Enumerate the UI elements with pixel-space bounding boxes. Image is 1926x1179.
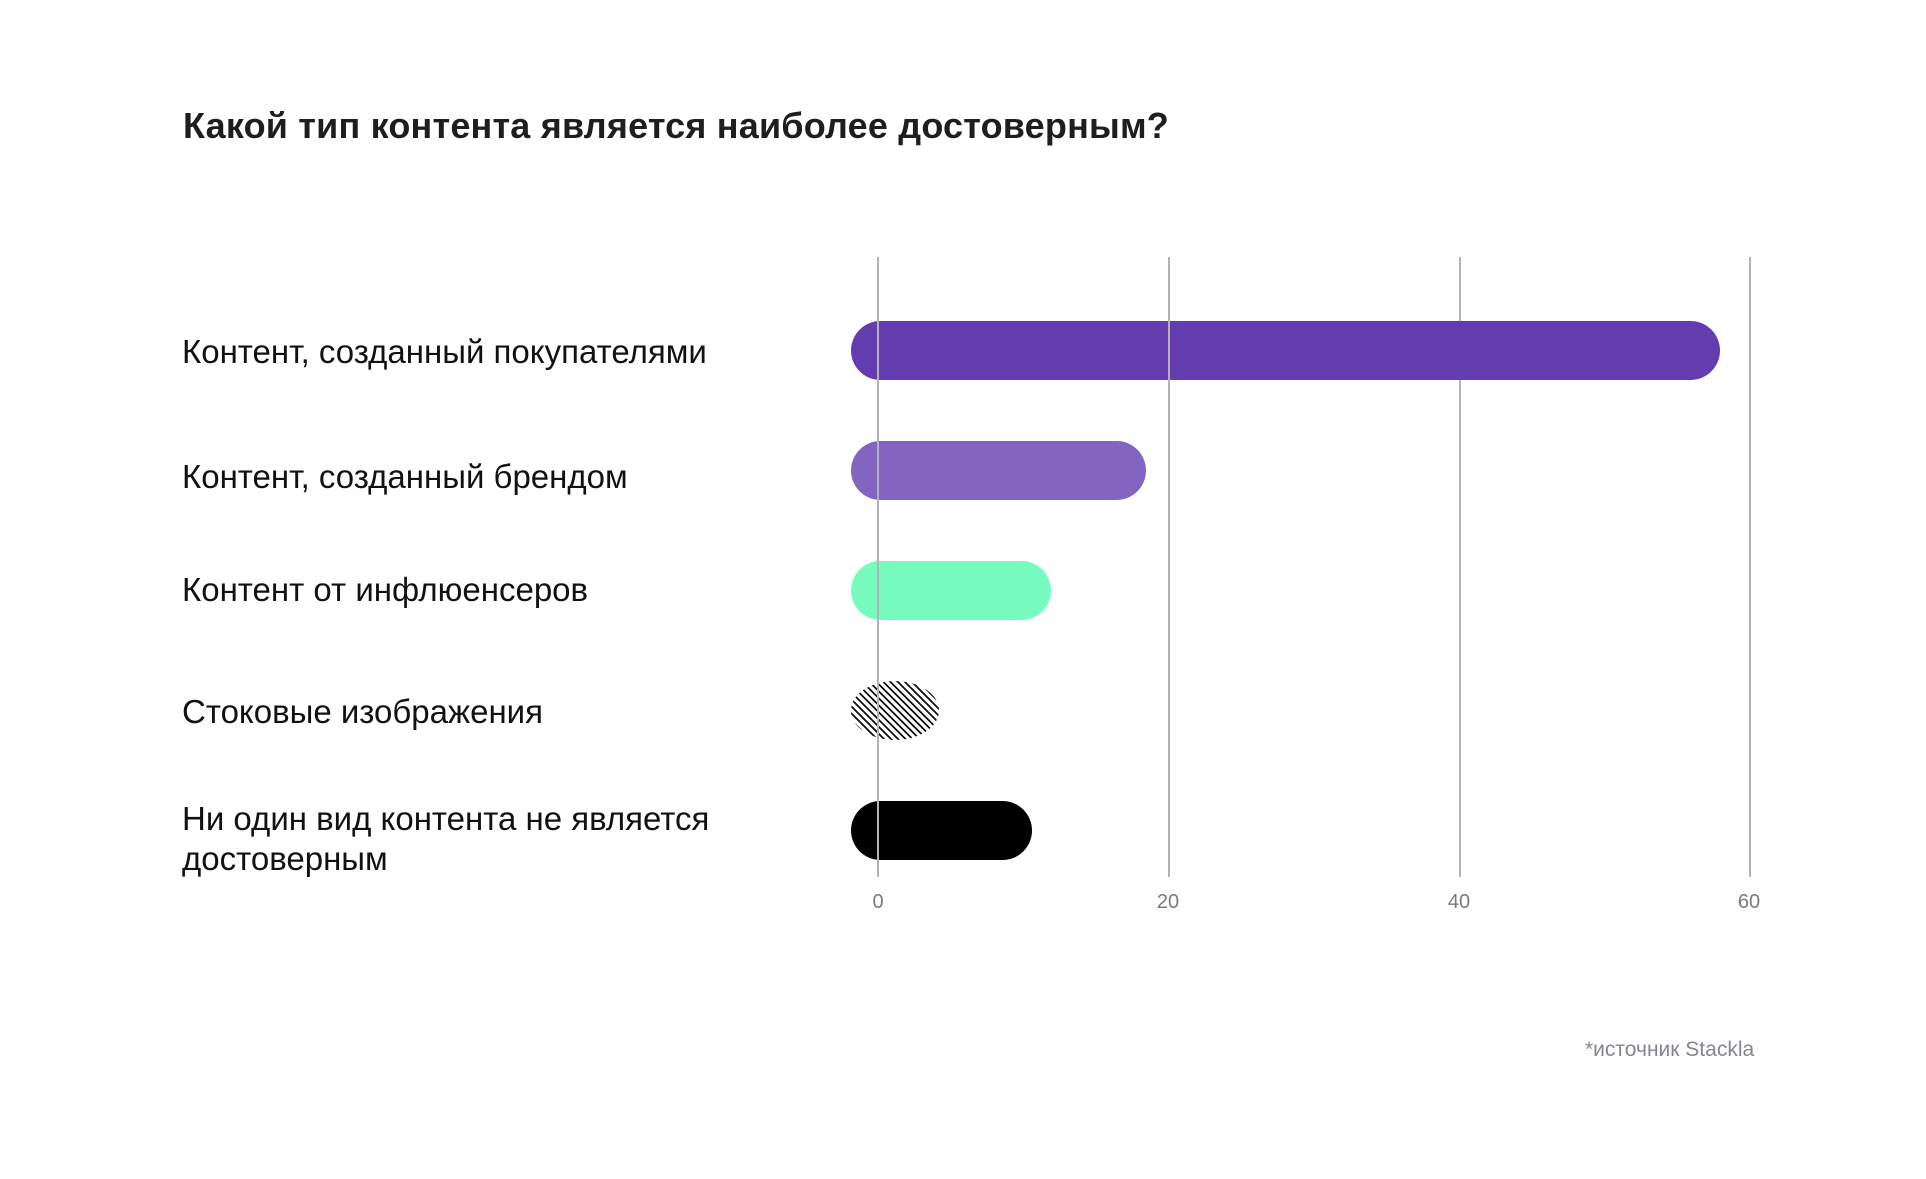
bar-influencer-content [851,561,1052,620]
gridline-40 [1459,257,1461,877]
x-tick-0: 0 [872,891,884,913]
source-footnote: *источник Stackla [1585,1038,1755,1061]
chart-title: Какой тип контента является наиболее дос… [183,105,1169,146]
category-label-stock-images: Стоковые изображения [182,693,543,730]
x-tick-20: 20 [1156,891,1180,913]
category-label-customer-content: Контент, созданный покупателями [182,333,707,370]
category-label-influencer-content: Контент от инфлюенсеров [182,571,589,608]
x-tick-60: 60 [1737,891,1761,913]
bar-stock-images [851,681,940,740]
bar-customer-content [851,321,1720,380]
category-label-none-credible: Ни один вид контента не является достове… [182,800,710,877]
bar-brand-content [851,441,1146,500]
gridline-20 [1168,257,1170,877]
x-tick-40: 40 [1447,891,1471,913]
bar-none-credible [851,801,1033,860]
category-label-brand-content: Контент, созданный брендом [182,458,628,495]
gridline-0 [877,257,879,877]
gridline-60 [1749,257,1751,877]
